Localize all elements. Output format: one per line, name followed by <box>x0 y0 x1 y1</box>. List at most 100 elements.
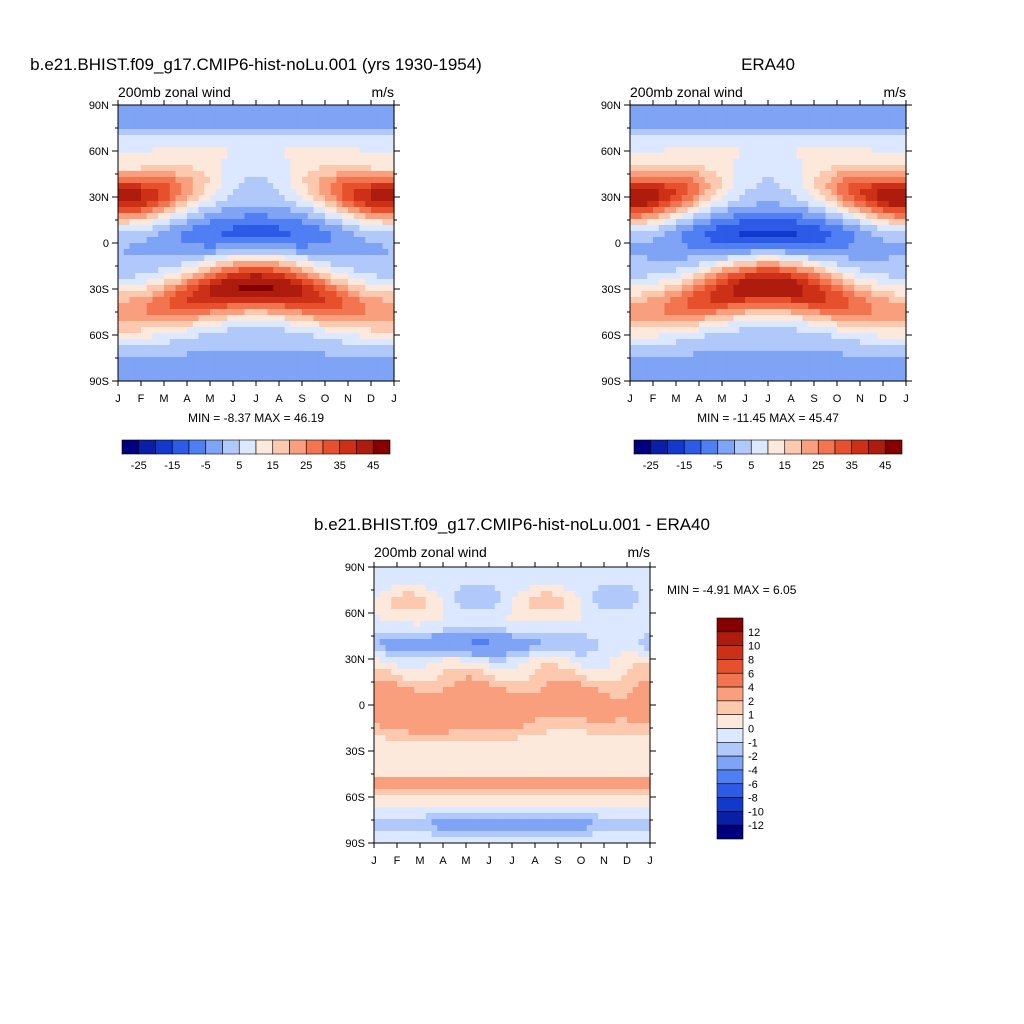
field-cell <box>739 261 746 268</box>
field-cell <box>192 315 200 322</box>
field-cell <box>330 105 338 112</box>
field-cell <box>727 147 735 154</box>
field-cell <box>710 195 717 202</box>
field-cell <box>181 165 188 172</box>
field-cell <box>802 111 809 118</box>
field-cell <box>716 261 723 268</box>
field-cell <box>641 207 648 214</box>
field-cell <box>888 117 896 124</box>
field-cell <box>348 207 355 214</box>
field-cell <box>819 261 827 268</box>
field-cell <box>716 333 723 340</box>
field-cell <box>722 129 729 136</box>
field-cell <box>296 183 303 190</box>
field-cell <box>768 183 775 190</box>
field-cell <box>768 285 775 292</box>
field-cell <box>699 231 706 238</box>
field-cell <box>819 147 827 154</box>
field-cell <box>687 231 694 238</box>
field-cell <box>273 267 280 274</box>
field-cell <box>871 315 878 322</box>
field-cell <box>152 207 159 214</box>
field-cell <box>733 237 740 244</box>
field-cell <box>233 303 240 310</box>
field-cell <box>699 171 706 178</box>
field-cell <box>727 213 735 220</box>
field-cell <box>342 273 349 280</box>
field-cell <box>699 297 706 304</box>
field-cell <box>687 285 694 292</box>
field-cell <box>653 261 660 268</box>
field-cell <box>653 267 660 274</box>
field-cell <box>307 345 315 352</box>
field-cell <box>192 213 200 220</box>
field-cell <box>796 255 804 262</box>
field-cell <box>313 117 320 124</box>
field-cell <box>592 591 599 598</box>
field-cell <box>123 111 131 118</box>
field-cell <box>376 321 384 328</box>
field-cell <box>477 567 484 574</box>
field-cell <box>745 249 752 256</box>
field-cell <box>888 291 896 298</box>
field-cell <box>653 357 660 364</box>
field-cell <box>802 291 809 298</box>
field-cell <box>215 201 223 208</box>
field-cell <box>365 357 372 364</box>
field-cell <box>831 351 838 358</box>
field-cell <box>540 585 548 592</box>
field-cell <box>204 267 211 274</box>
field-cell <box>152 315 159 322</box>
field-cell <box>261 165 269 172</box>
field-cell <box>819 285 827 292</box>
field-cell <box>710 315 717 322</box>
field-cell <box>635 273 643 280</box>
field-cell <box>756 339 763 346</box>
field-cell <box>523 585 530 592</box>
field-cell <box>187 363 194 370</box>
field-cell <box>227 213 234 220</box>
field-cell <box>477 579 484 586</box>
field-cell <box>854 273 861 280</box>
field-cell <box>227 321 234 328</box>
field-cell <box>647 201 654 208</box>
x-tick-label: O <box>321 393 330 405</box>
field-cell <box>647 279 654 286</box>
field-cell <box>745 303 752 310</box>
field-cell <box>842 213 850 220</box>
field-cell <box>871 285 878 292</box>
field-cell <box>681 267 689 274</box>
field-cell <box>615 579 622 586</box>
field-cell <box>164 345 171 352</box>
field-cell <box>371 225 378 232</box>
field-cell <box>710 237 717 244</box>
field-cell <box>733 159 740 166</box>
field-cell <box>814 147 821 154</box>
field-cell <box>883 213 890 220</box>
field-cell <box>175 249 182 256</box>
field-cell <box>877 321 884 328</box>
field-cell <box>353 351 361 358</box>
field-cell <box>693 225 700 232</box>
field-cell <box>733 117 740 124</box>
field-cell <box>837 123 844 130</box>
field-cell <box>750 339 758 346</box>
field-cell <box>336 345 343 352</box>
field-cell <box>848 171 855 178</box>
field-cell <box>630 129 637 136</box>
field-cell <box>825 129 832 136</box>
field-cell <box>388 285 395 292</box>
field-cell <box>261 303 269 310</box>
x-tick-label: J <box>253 393 259 405</box>
field-cell <box>296 231 303 238</box>
field-cell <box>313 111 320 118</box>
field-cell <box>733 189 740 196</box>
field-cell <box>307 189 315 196</box>
field-cell <box>814 267 821 274</box>
field-cell <box>670 303 677 310</box>
field-cell <box>802 279 809 286</box>
field-cell <box>233 345 240 352</box>
field-cell <box>221 225 228 232</box>
field-cell <box>762 195 769 202</box>
field-cell <box>146 225 154 232</box>
